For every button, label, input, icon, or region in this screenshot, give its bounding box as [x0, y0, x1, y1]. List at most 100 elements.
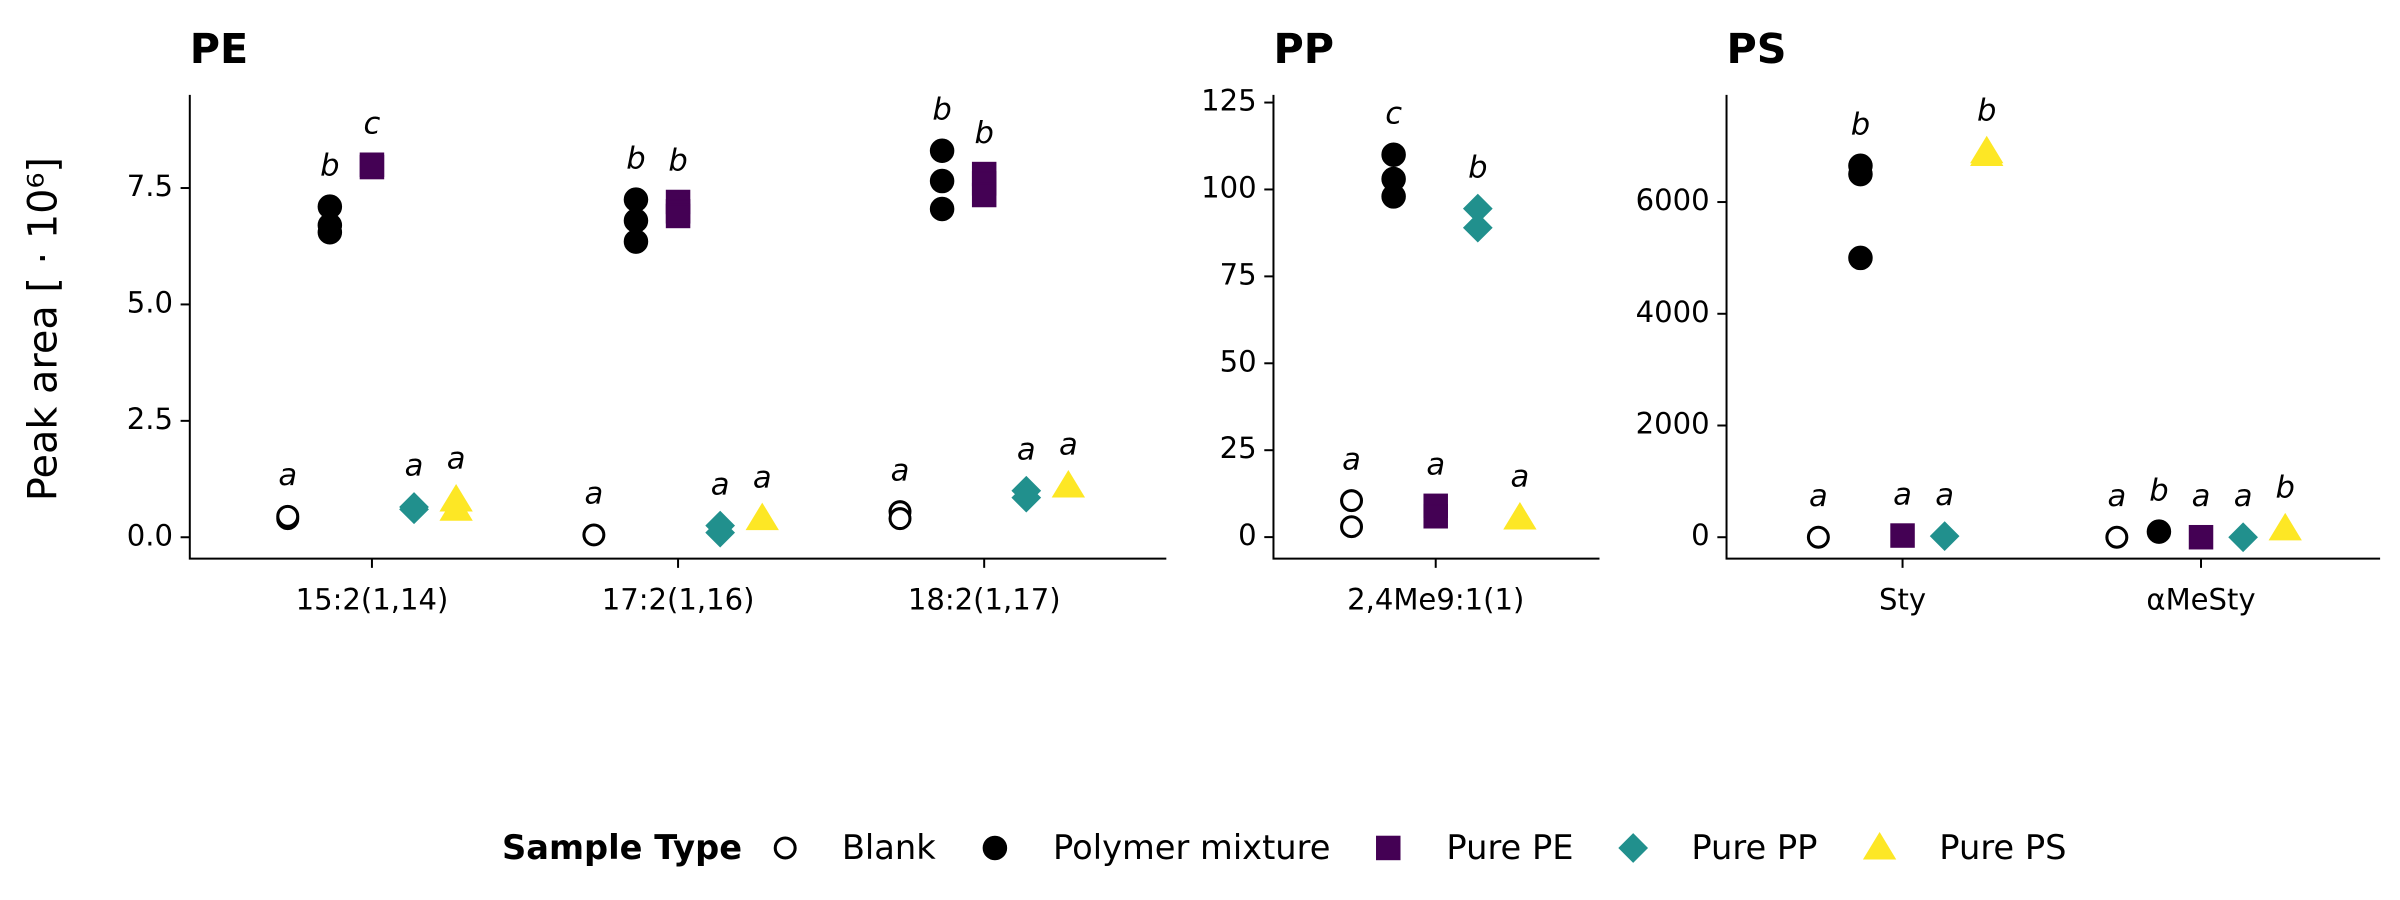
legend-label: Pure PE	[1446, 828, 1573, 867]
data-point	[1462, 212, 1493, 243]
data-point	[1381, 142, 1406, 167]
y-tick-label: 125	[1201, 84, 1257, 118]
significance-label: a	[891, 453, 910, 488]
data-point	[745, 502, 779, 531]
data-point	[623, 208, 649, 233]
data-point	[1340, 489, 1364, 513]
data-point	[1890, 523, 1915, 548]
significance-label: a	[1059, 428, 1078, 463]
data-point	[2146, 519, 2172, 544]
legend-label: Blank	[842, 828, 936, 867]
significance-label: b	[1468, 150, 1487, 185]
data-point	[2228, 522, 2258, 553]
data-point	[276, 504, 300, 528]
data-point	[1848, 161, 1873, 187]
significance-label: b	[1977, 93, 1996, 128]
panel-title: PE	[190, 25, 249, 73]
data-point	[623, 229, 649, 254]
data-point	[1423, 504, 1448, 529]
data-point	[439, 493, 473, 521]
significance-label: b	[320, 148, 339, 183]
data-point	[2105, 525, 2129, 549]
significance-label: a	[278, 458, 297, 493]
data-point	[1929, 521, 1960, 551]
y-tick-label: 0	[1691, 518, 1710, 552]
data-point	[1340, 515, 1364, 539]
data-point	[1848, 245, 1873, 271]
y-tick-label: 75	[1220, 257, 1257, 291]
data-point	[359, 154, 385, 180]
significance-label: a	[711, 467, 730, 502]
significance-label: c	[1385, 96, 1402, 131]
significance-label: a	[1426, 448, 1445, 483]
data-point	[1806, 525, 1830, 549]
significance-label: a	[1511, 460, 1530, 495]
y-tick-label: 100	[1201, 170, 1257, 204]
significance-label: a	[405, 449, 424, 484]
significance-label: a	[1935, 478, 1954, 513]
significance-label: a	[1017, 432, 1036, 467]
significance-label: b	[626, 141, 645, 176]
significance-label: b	[2149, 473, 2168, 508]
significance-label: a	[1893, 477, 1912, 512]
data-point	[665, 203, 691, 229]
data-point	[1503, 501, 1537, 530]
y-tick-label: 2000	[1636, 406, 1710, 440]
significance-label: a	[2192, 479, 2211, 514]
data-point	[2188, 524, 2214, 550]
significance-label: b	[974, 116, 993, 151]
legend-title: Sample Type	[502, 828, 742, 867]
data-point	[1381, 184, 1406, 209]
data-point	[399, 492, 429, 522]
data-point	[317, 220, 343, 245]
panel-title: PP	[1273, 25, 1334, 73]
significance-label: a	[753, 460, 772, 495]
significance-label: c	[364, 106, 381, 141]
legend-label: Polymer mixture	[1053, 828, 1330, 867]
y-tick-label: 0.0	[127, 518, 173, 552]
data-point	[929, 168, 955, 194]
legend-marker	[982, 835, 1008, 861]
significance-label: b	[1851, 107, 1870, 142]
y-tick-label: 0	[1238, 518, 1257, 552]
data-point	[929, 196, 955, 222]
data-point	[929, 138, 955, 164]
axis-line	[188, 94, 1167, 560]
significance-label: a	[584, 477, 603, 512]
significance-label: b	[2275, 471, 2294, 506]
y-axis-title: Peak area [ · 10⁶]	[20, 157, 66, 501]
y-tick-label: 50	[1220, 344, 1257, 378]
legend-marker	[1862, 831, 1897, 860]
legend-marker	[1376, 835, 1401, 861]
y-tick-label: 4000	[1636, 295, 1710, 329]
axis-line	[1725, 94, 2381, 560]
x-tick-label: 15:2(1,14)	[296, 583, 449, 617]
data-point	[582, 523, 606, 547]
data-point	[1970, 138, 2004, 167]
panel-title: PS	[1727, 25, 1787, 73]
y-tick-label: 7.5	[127, 169, 173, 203]
data-point	[705, 517, 736, 548]
significance-label: b	[668, 144, 687, 179]
data-point	[1011, 482, 1042, 513]
x-tick-label: 18:2(1,17)	[908, 583, 1061, 617]
y-tick-label: 2.5	[127, 402, 173, 436]
significance-label: a	[2234, 479, 2253, 514]
axis-line	[1272, 94, 1600, 560]
legend-marker	[1618, 833, 1649, 863]
legend-label: Pure PP	[1691, 828, 1817, 867]
data-point	[971, 182, 997, 208]
significance-label: a	[2107, 479, 2126, 514]
x-tick-label: αMeSty	[2146, 583, 2255, 617]
x-tick-label: 17:2(1,16)	[602, 583, 755, 617]
y-tick-label: 5.0	[127, 285, 173, 319]
data-point	[2268, 512, 2302, 541]
legend-marker	[773, 836, 797, 860]
y-tick-label: 6000	[1636, 183, 1710, 217]
data-point	[888, 507, 912, 531]
significance-label: b	[932, 92, 951, 127]
significance-label: a	[1342, 442, 1361, 477]
y-tick-label: 25	[1220, 431, 1257, 465]
data-point	[1051, 470, 1086, 498]
